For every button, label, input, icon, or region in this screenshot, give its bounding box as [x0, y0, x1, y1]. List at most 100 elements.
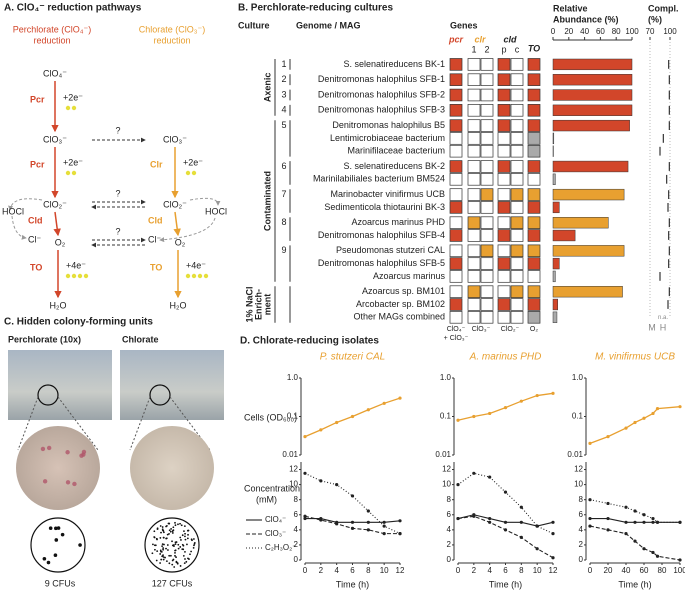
unknown: ? [115, 226, 120, 236]
cells-line [589, 406, 681, 445]
x-tick-label: 20 [604, 566, 613, 575]
unknown: ? [115, 188, 120, 198]
column-header: Compl. [648, 3, 679, 13]
zoom-spot [149, 384, 171, 406]
gene-cell [449, 311, 463, 324]
colony [171, 530, 174, 533]
x-tick-label: 80 [658, 566, 667, 575]
column-header: Genome / MAG [296, 20, 361, 30]
gene-cell [497, 173, 511, 186]
gene-cell [480, 132, 494, 145]
colony [171, 563, 174, 566]
colony [166, 544, 169, 546]
species: Cl⁻ [28, 234, 41, 244]
gene-cell [527, 201, 541, 214]
gene-cell [510, 311, 524, 324]
concentration-point [472, 514, 476, 518]
x-tick-label: 0 [303, 566, 308, 575]
gene-cell [449, 58, 463, 71]
colony [184, 532, 186, 535]
concentration-point [366, 528, 370, 532]
cells-point [488, 411, 492, 416]
y-tick-label: 0 [447, 555, 452, 564]
colony [161, 526, 164, 528]
x-tick-label: 100 [673, 566, 685, 575]
concentration-point [319, 518, 323, 522]
concentration-point [303, 514, 307, 518]
gene-cell [480, 188, 494, 201]
gene-cell [527, 285, 541, 298]
header: reduction [153, 35, 190, 45]
electron-dot [191, 273, 197, 279]
y-tick-label: 2 [447, 540, 452, 549]
gene-cell [510, 244, 524, 258]
gene-cell [480, 104, 494, 117]
y-tick-label: 4 [447, 525, 452, 534]
concentration-point [606, 528, 610, 532]
colony [79, 453, 84, 458]
colony [189, 553, 191, 556]
concentration-point [633, 520, 637, 524]
gene-cell [449, 201, 463, 214]
y-tick-label: 12 [289, 465, 298, 474]
colony [172, 544, 175, 546]
cells-point [366, 408, 370, 412]
threshold-label: H [660, 322, 667, 332]
group-label: Axenic [262, 73, 272, 103]
electrons: +4e⁻ [66, 260, 86, 270]
concentration-point [535, 524, 539, 528]
genome-name: Lentimicrobiaceae bacterium [330, 133, 445, 143]
gene-cell [480, 270, 494, 283]
x-axis-label: Time (h) [336, 579, 369, 589]
group-label: ment [262, 294, 272, 316]
colony [48, 526, 53, 530]
concentration-point [366, 520, 370, 524]
colony [179, 522, 181, 525]
y-tick-label: 8 [579, 495, 584, 504]
colony [171, 540, 173, 543]
dish-zoom [130, 426, 214, 510]
colony [183, 525, 186, 528]
colony [156, 550, 159, 552]
gene-cell [527, 58, 541, 71]
colony [46, 560, 51, 565]
colony [151, 552, 154, 555]
column-header: Genes [450, 20, 478, 30]
gene-cell [527, 173, 541, 186]
colony [165, 525, 168, 527]
electrons: +2e⁻ [63, 92, 83, 102]
x-tick-label: 0 [588, 566, 593, 575]
cells-point [633, 420, 637, 425]
culture-number: 9 [281, 245, 286, 255]
gene-cell [527, 144, 541, 158]
gene-cell [449, 285, 463, 298]
gene-cell [480, 173, 494, 186]
colony [168, 554, 171, 557]
colony [174, 551, 176, 554]
y-tick-label: 8 [294, 495, 299, 504]
concentration-point [303, 471, 307, 475]
abundance-bar [552, 286, 623, 298]
colony [192, 546, 195, 549]
x-tick-label: 60 [596, 27, 605, 36]
colony [53, 553, 58, 558]
species: ClO₂⁻ [163, 199, 187, 209]
gene-cell [467, 132, 481, 145]
gene-label: 2 [484, 44, 489, 54]
concentration-point [503, 490, 508, 494]
x-tick-label: 8 [519, 566, 524, 575]
colony [162, 558, 165, 561]
colony [180, 539, 182, 541]
y-tick-label: 0.1 [287, 412, 299, 421]
gene-cell [527, 229, 541, 242]
colony [164, 556, 166, 559]
gene-cell [467, 160, 481, 173]
y-tick-label: 12 [442, 465, 451, 474]
panel-c: C. Hidden colony-forming units Perchlora… [4, 317, 224, 588]
gene-cell [510, 173, 524, 186]
concentration-point [398, 532, 402, 536]
cells-point [319, 428, 323, 432]
concentration-point [678, 520, 682, 524]
